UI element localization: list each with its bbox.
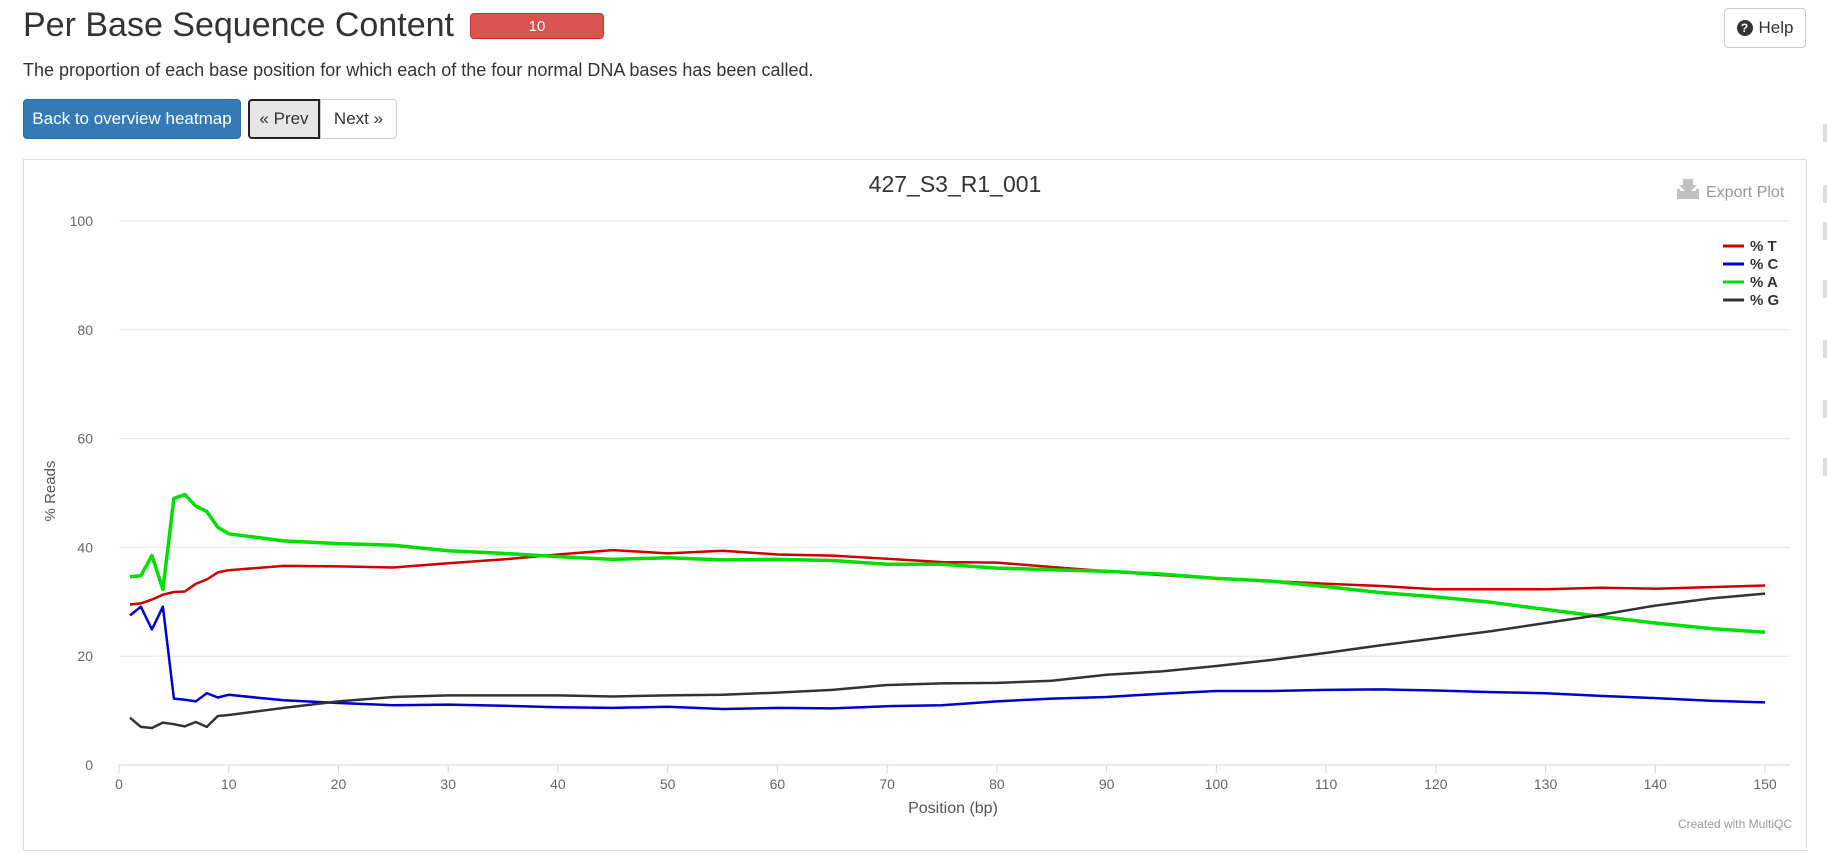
x-tick-label: 150: [1753, 776, 1777, 792]
x-tick-label: 60: [770, 776, 786, 792]
x-tick-label: 100: [1205, 776, 1229, 792]
legend-label: % G: [1750, 292, 1779, 309]
legend-item-g[interactable]: % G: [1723, 292, 1779, 309]
x-tick-label: 10: [221, 776, 237, 792]
chart-lines: [129, 492, 1766, 730]
plot-container: [23, 159, 1807, 851]
x-tick-label: 120: [1424, 776, 1448, 792]
x-tick-label: 20: [331, 776, 347, 792]
y-tick-label: 100: [70, 213, 94, 229]
x-tick-label: 130: [1534, 776, 1558, 792]
x-tick-label: 140: [1644, 776, 1668, 792]
export-plot-label: Export Plot: [1706, 184, 1785, 201]
x-tick-label: 80: [989, 776, 1005, 792]
legend-label: % C: [1750, 256, 1779, 273]
download-icon: [1677, 179, 1699, 199]
question-circle-icon: ?: [1736, 20, 1753, 36]
y-tick-label: 20: [77, 648, 93, 664]
chart-axes: 0 20 40 60 80 100 0 10 20 30 40 50 60 70 80 90 100 110 120…: [70, 213, 1777, 792]
next-button[interactable]: Next »: [320, 99, 397, 139]
x-tick-label: 70: [879, 776, 895, 792]
series-line-t[interactable]: [129, 548, 1766, 606]
legend-item-c[interactable]: % C: [1723, 256, 1779, 273]
x-tick-label: 0: [115, 776, 123, 792]
section-description: The proportion of each base position for…: [23, 60, 814, 80]
y-tick-label: 40: [77, 539, 93, 555]
created-with-credit: Created with MultiQC: [1678, 817, 1792, 831]
x-tick-label: 90: [1099, 776, 1115, 792]
y-tick-label: 80: [77, 322, 93, 338]
y-tick-label: 60: [77, 431, 93, 447]
x-tick-label: 30: [440, 776, 456, 792]
legend-label: % T: [1750, 238, 1777, 255]
warning-badge[interactable]: 10: [470, 13, 604, 39]
chart-grid: [119, 220, 1790, 766]
help-button[interactable]: ? Help: [1724, 8, 1806, 48]
axis-label-y: % Reads: [42, 461, 59, 522]
page-title: Per Base Sequence Content: [23, 6, 454, 44]
back-to-heatmap-button[interactable]: Back to overview heatmap: [23, 99, 241, 139]
legend-item-t[interactable]: % T: [1723, 238, 1777, 255]
series-line-c[interactable]: [129, 605, 1766, 711]
x-tick-label: 40: [550, 776, 566, 792]
export-plot-button[interactable]: Export Plot: [1677, 179, 1785, 201]
help-label: Help: [1758, 18, 1794, 37]
x-tick-label: 110: [1315, 776, 1338, 792]
series-line-g[interactable]: [129, 592, 1766, 730]
legend-label: % A: [1750, 274, 1778, 291]
x-tick-label: 50: [660, 776, 676, 792]
axis-label-x: Position (bp): [908, 800, 998, 817]
series-line-a[interactable]: [129, 492, 1766, 635]
y-tick-label: 0: [85, 757, 93, 773]
chart-title: 427_S3_R1_001: [869, 171, 1042, 197]
legend-item-a[interactable]: % A: [1723, 274, 1778, 291]
prev-button[interactable]: « Prev: [248, 99, 320, 139]
chart-legend: % T% C% A% G: [1723, 238, 1779, 309]
